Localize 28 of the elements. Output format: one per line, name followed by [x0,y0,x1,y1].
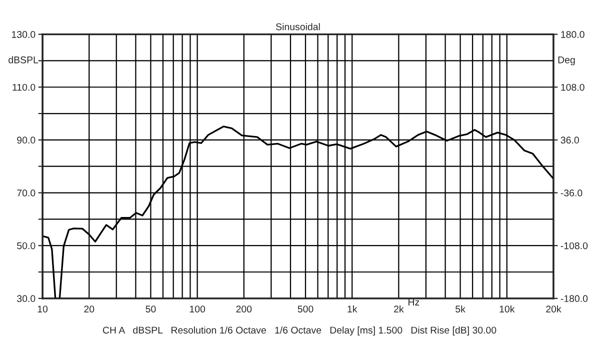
y-tick-label: 30.0 [17,295,36,302]
x-tick-label: 10k [500,305,515,312]
y2-tick-label: 36.0 [560,136,579,144]
x-axis-title: Hz [408,298,420,306]
x-tick-label: 50 [146,306,156,312]
y-axis-title: dBSPL [8,56,38,64]
x-tick-label: 200 [236,306,252,312]
x-tick-label: 1k [348,305,358,312]
x-tick-label: 20 [84,306,94,312]
x-tick-label: 5k [456,305,466,312]
y-tick-label: 50.0 [17,242,36,250]
x-tick-label: 20k [546,305,562,312]
chart-title: Sinusoidal [276,23,320,30]
y-tick-label: 110.0 [12,84,36,91]
text: CH A dBSPL Resolution 1/6 Octave 1/6 Octave Delay [ms] 1.500 Dist Rise [dB] 30.00 [102,326,496,336]
x-tick-label: 2k [394,305,404,312]
y2-tick-label: 108.0 [561,84,584,91]
y2-tick-label: -108.0 [560,242,588,250]
y-tick-label: 130.0 [12,31,36,38]
x-tick-label: 100 [190,306,206,312]
x-tick-label: 10 [38,306,48,312]
y2-tick-label: -36.0 [560,190,582,196]
y-tick-label: 70.0 [17,190,36,196]
y2-tick-label: 180.0 [561,31,584,38]
y-tick-label: 90.0 [17,136,36,144]
y2-tick-label: -180.0 [560,295,588,302]
y2-axis-title: Deg [558,56,575,66]
x-tick-label: 500 [298,306,314,312]
